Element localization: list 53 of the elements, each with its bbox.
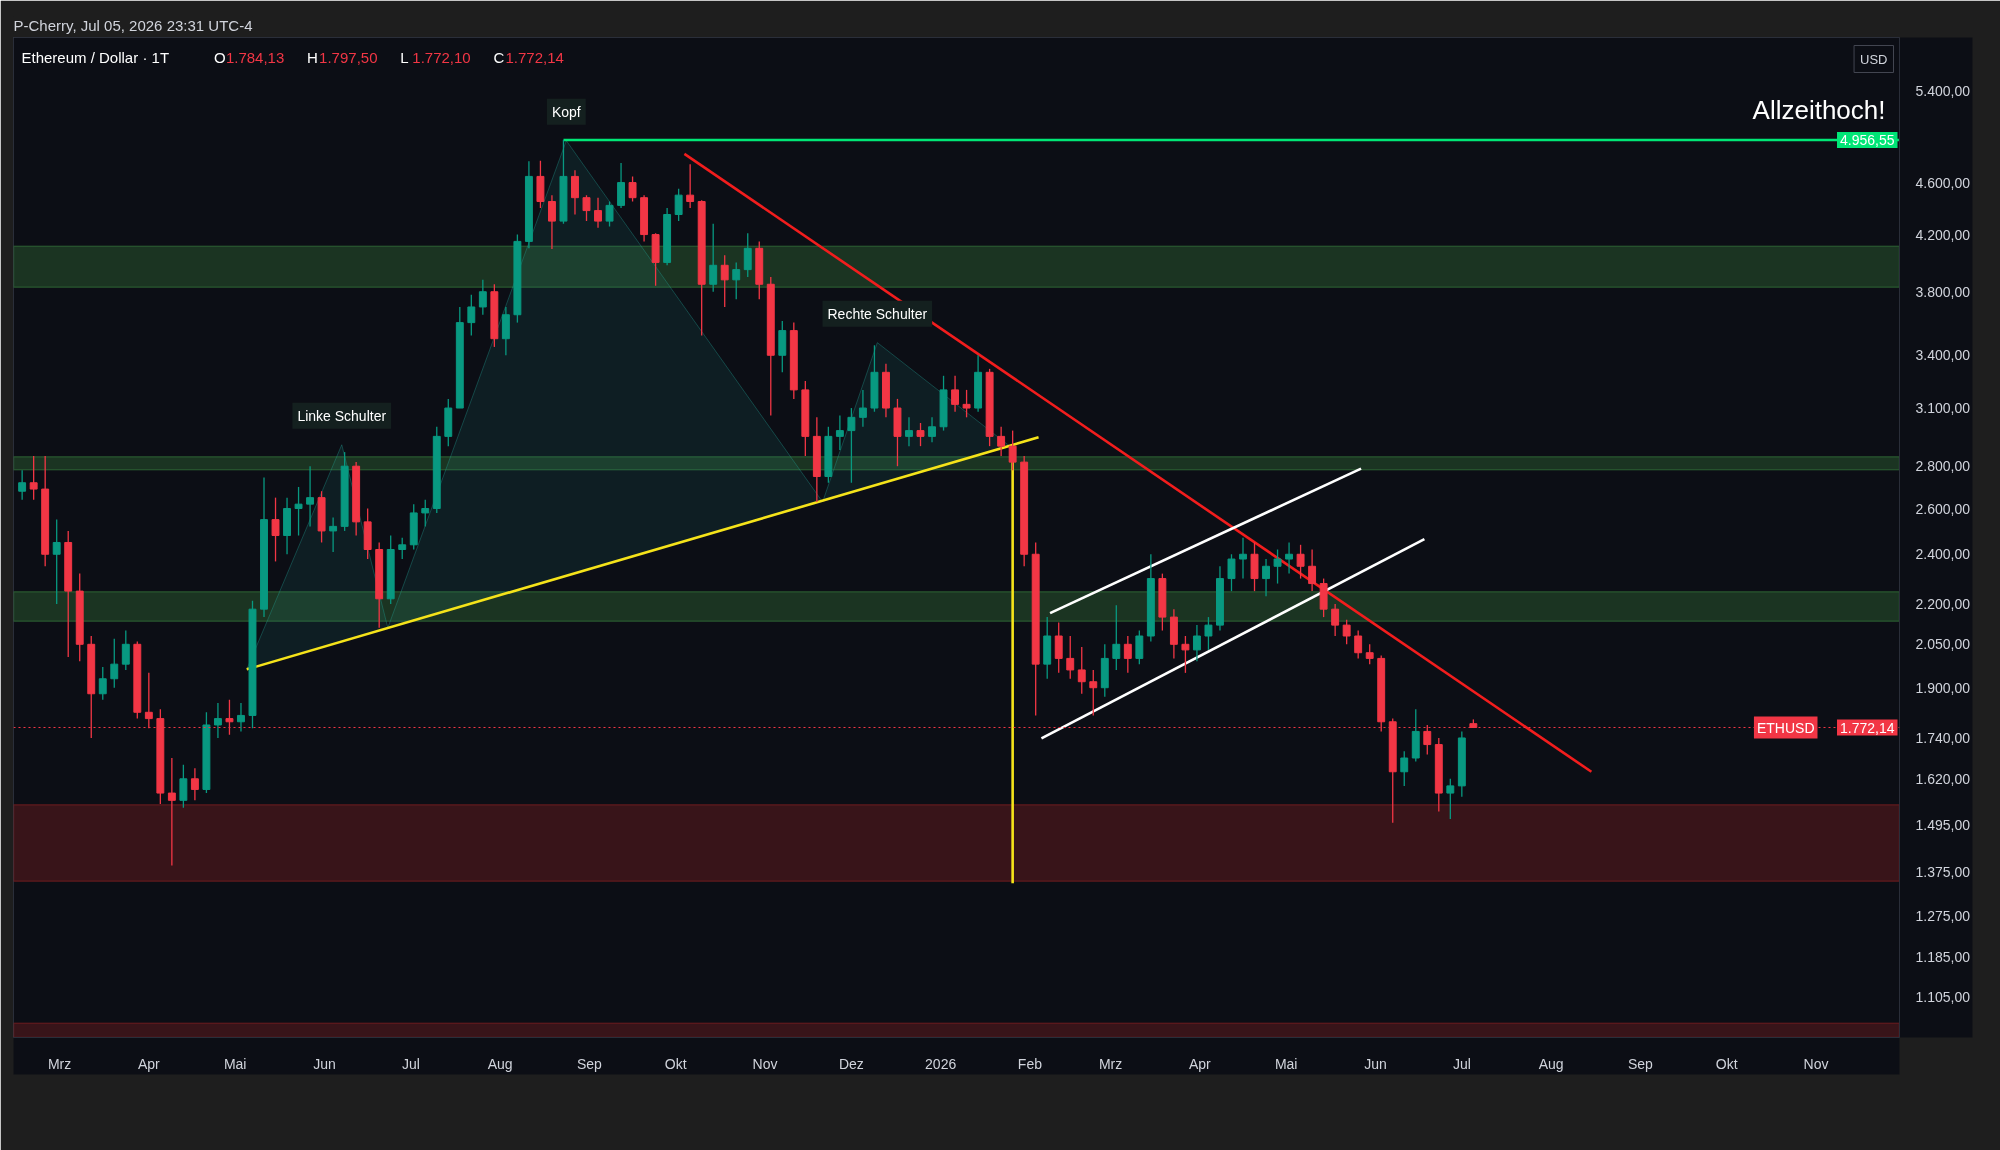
- y-tick-label: 1.185,00: [1915, 949, 1971, 966]
- y-tick-label: 2.050,00: [1915, 636, 1971, 653]
- y-tick-label: 1.105,00: [1915, 989, 1971, 1006]
- x-tick-label: Okt: [1715, 1055, 1738, 1072]
- y-tick-label: 1.495,00: [1915, 816, 1971, 833]
- y-tick-label: 2.200,00: [1915, 595, 1971, 612]
- y-tick-label: 1.275,00: [1915, 907, 1971, 924]
- y-axis-title: USD: [1860, 51, 1888, 67]
- x-tick-label: Apr: [137, 1055, 161, 1072]
- x-tick-label: Nov: [752, 1055, 778, 1072]
- ref-line-label: 1.772,14: [1840, 719, 1895, 736]
- x-tick-label: Mrz: [47, 1055, 72, 1072]
- x-tick-label: 2026: [925, 1055, 957, 1072]
- x-tick-label: Sep: [1627, 1055, 1654, 1072]
- x-tick-label: Apr: [1188, 1055, 1212, 1072]
- annotation: Allzeithoch!: [1752, 94, 1886, 125]
- y-tick-label: 4.200,00: [1915, 226, 1971, 243]
- y-tick-label: 3.800,00: [1915, 283, 1971, 300]
- annotation: ETHUSD: [1756, 719, 1815, 736]
- x-tick-label: Aug: [487, 1055, 513, 1072]
- x-tick-label: Jun: [313, 1055, 336, 1072]
- x-tick-label: Mai: [1274, 1055, 1298, 1072]
- y-tick-label: 1.900,00: [1915, 679, 1971, 696]
- x-tick-label: Mrz: [1098, 1055, 1123, 1072]
- x-tick-label: Sep: [576, 1055, 603, 1072]
- annotation: H1.797,50: [307, 48, 378, 66]
- x-tick-label: Aug: [1538, 1055, 1564, 1072]
- x-tick-label: Dez: [838, 1055, 864, 1072]
- y-tick-label: 2.600,00: [1915, 500, 1971, 517]
- y-tick-label: 1.375,00: [1915, 864, 1971, 881]
- x-tick-label: Nov: [1803, 1055, 1829, 1072]
- x-tick-label: Jul: [1452, 1055, 1471, 1072]
- x-tick-label: Mai: [223, 1055, 247, 1072]
- y-tick-label: 2.800,00: [1915, 458, 1971, 475]
- x-tick-label: Jun: [1364, 1055, 1387, 1072]
- x-tick-label: Okt: [664, 1055, 687, 1072]
- y-tick-label: 4.600,00: [1915, 174, 1971, 191]
- annotation: C1.772,14: [493, 48, 564, 66]
- x-tick-label: Feb: [1017, 1055, 1043, 1072]
- y-tick-label: 3.100,00: [1915, 400, 1971, 417]
- annotation: Linke Schulter: [297, 407, 387, 424]
- annotation: Rechte Schulter: [827, 305, 928, 322]
- y-tick-label: 5.400,00: [1915, 82, 1971, 99]
- text: P-Cherry, Jul 05, 2026 23:31 UTC-4: [13, 16, 253, 34]
- x-tick-label: Jul: [401, 1055, 420, 1072]
- text: Ethereum / Dollar · 1T: [21, 49, 170, 66]
- y-tick-label: 2.400,00: [1915, 546, 1971, 563]
- annotation: O1.784,13: [213, 48, 285, 66]
- y-tick-label: 1.740,00: [1915, 729, 1971, 746]
- annotation: Kopf: [551, 103, 581, 120]
- y-tick-label: 3.400,00: [1915, 347, 1971, 364]
- data-label: 4.956,55: [1840, 131, 1895, 148]
- y-tick-label: 1.620,00: [1915, 770, 1971, 787]
